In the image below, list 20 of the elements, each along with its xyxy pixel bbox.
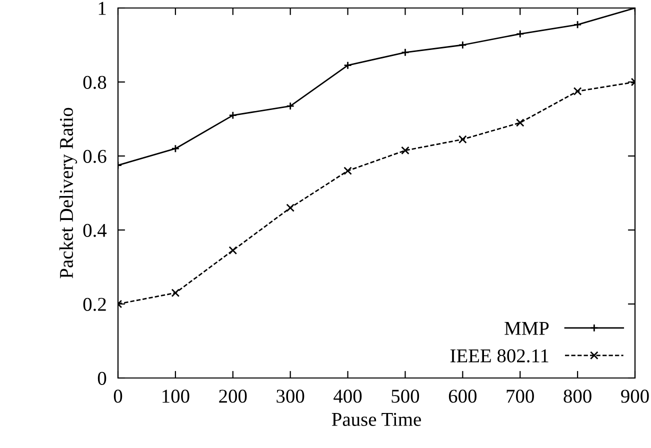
y-tick-label: 0.4 (83, 224, 107, 238)
legend-label: IEEE 802.11 (450, 349, 548, 362)
y-axis-title: Packet Delivery Ratio (59, 108, 78, 278)
y-tick-label: 0 (98, 372, 106, 385)
y-tick-label: 1 (98, 2, 106, 15)
legend-label: MMP (504, 322, 549, 335)
y-tick-label: 0.6 (83, 150, 106, 164)
x-tick-label: 300 (276, 390, 304, 403)
x-tick-label: 900 (621, 390, 649, 403)
x-tick-label: 200 (219, 390, 247, 403)
x-tick-label: 400 (334, 390, 362, 403)
x-tick-label: 500 (392, 390, 420, 403)
y-tick-label: 0.2 (83, 298, 106, 312)
x-tick-label: 100 (162, 390, 190, 403)
y-tick-label: 0.8 (83, 76, 106, 90)
x-tick-label: 600 (448, 390, 477, 403)
x-tick-label: 700 (506, 390, 534, 403)
x-axis-title: Pause Time (332, 412, 421, 426)
x-tick-label: 0 (114, 390, 122, 403)
x-tick-label: 800 (564, 390, 592, 403)
